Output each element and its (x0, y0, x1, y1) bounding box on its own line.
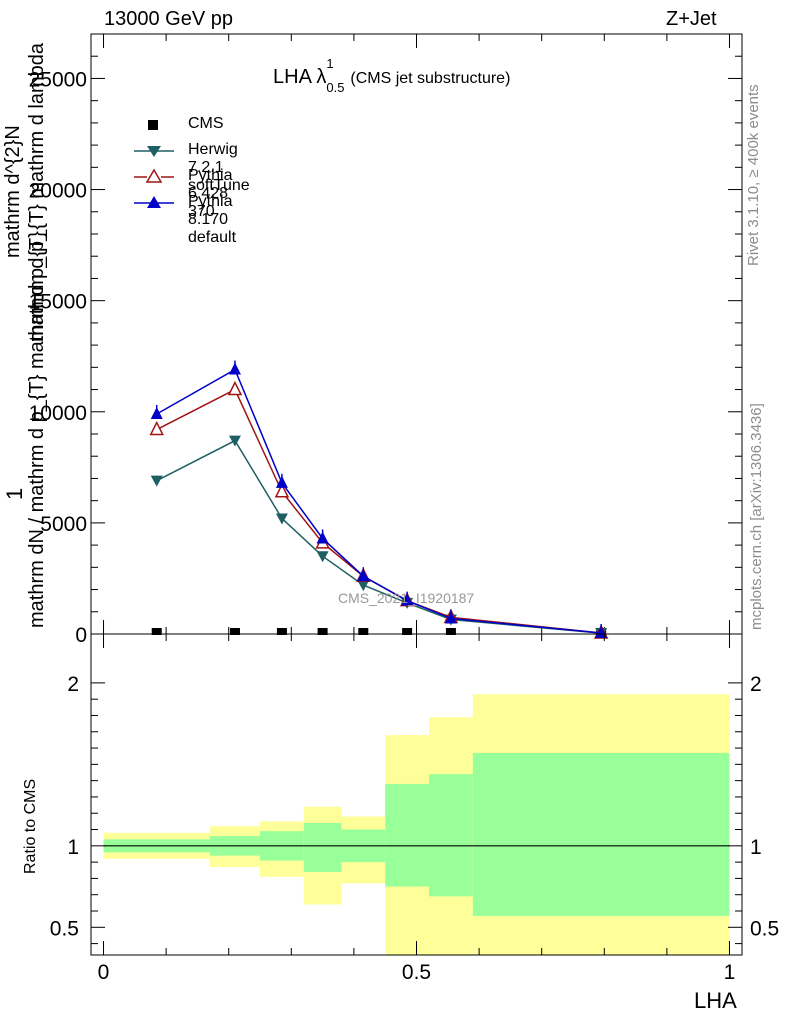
ratio-band-green-7 (472, 752, 730, 916)
legend-pythia8-label: Pythia 8.170 default (188, 193, 237, 246)
cms-data-point-1 (229, 628, 240, 635)
cms-data-point-2 (276, 628, 287, 635)
legend-cms-label: CMS (188, 115, 224, 132)
ratio-band-green-5 (385, 783, 430, 887)
main-ylabel-denominator-2: mathrm dN / mathrm d p_{T} mathrm d p_{T… (26, 231, 48, 628)
ratio-ytick-label-right: 0.5 (750, 917, 779, 940)
plot-title-note: (CMS jet substructure) (350, 70, 511, 87)
main-ytick-label: 25000 (29, 68, 87, 91)
main-ytick-label: 20000 (29, 180, 87, 203)
cms-data-point-3 (317, 628, 328, 635)
marker-pythia-8-170-default-0 (150, 407, 163, 419)
marker-pythia-6-428-370-1 (227, 380, 243, 396)
cms-data-point-5 (402, 628, 413, 635)
main-ylabel-one: 1 (2, 487, 27, 500)
marker-pythia-8-170-default-3 (316, 531, 329, 544)
main-ytick-label: 15000 (29, 291, 87, 314)
marker-herwig-7-2-1-softtune-0 (150, 475, 163, 487)
main-ytick-label: 10000 (29, 402, 87, 425)
marker-herwig-7-2-1-softtune-4 (357, 580, 370, 592)
x-tick-label: 1 (724, 961, 736, 984)
ratio-ytick-label-right: 1 (750, 836, 762, 859)
legend-cms-marker (148, 120, 158, 130)
marker-pythia-8-170-default-6 (444, 611, 457, 624)
x-tick-label: 0.5 (402, 961, 431, 984)
marker-pythia-8-170-default-4 (357, 569, 370, 582)
x-axis-label: LHA (694, 988, 737, 1013)
legend-pythia8-marker (147, 196, 161, 208)
legend-herwig-marker (147, 146, 161, 157)
marker-pythia-8-170-default-1 (228, 362, 241, 375)
ratio-ytick-label-left: 1 (67, 836, 79, 859)
marker-pythia-6-428-370-0 (149, 420, 164, 436)
series-line-pythia-6-428-370 (156, 388, 602, 634)
legend-herwig-label: Herwig 7.2.1 softTune (188, 141, 250, 194)
main-panel: 0 5000 10000 15000 20000 25000 (29, 33, 743, 647)
ratio-ytick-label-left: 2 (67, 673, 79, 696)
main-ytick-label: 0 (75, 624, 87, 647)
process-label: Z+Jet (666, 8, 717, 30)
cms-data-point-4 (358, 628, 369, 635)
legend-pythia6-label: Pythia 6.428 370 (188, 167, 233, 220)
cms-data-point-0 (151, 628, 162, 635)
series-line-herwig-7-2-1-softtune (156, 439, 602, 634)
analysis-id-watermark: CMS_2021_I1920187 (338, 590, 475, 606)
mcplots-label: mcplots.cern.ch [arXiv:1306.3436] (748, 403, 765, 630)
legend-pythia6-marker (145, 168, 163, 183)
ratio-band-green-6 (429, 774, 473, 897)
series-line-pythia-8-170-default (156, 368, 602, 634)
ratio-ytick-label-right: 2 (750, 673, 762, 696)
ratio-ytick-label-left: 0.5 (50, 917, 79, 940)
plot-title-main: LHA λ (273, 66, 327, 88)
marker-pythia-8-170-default-2 (275, 475, 288, 488)
marker-herwig-7-2-1-softtune-2 (275, 513, 288, 525)
plot-title: LHA λ 1 0.5 (CMS jet substructure) (273, 56, 511, 95)
marker-herwig-7-2-1-softtune-3 (316, 551, 329, 563)
marker-herwig-7-2-1-softtune-1 (228, 435, 241, 447)
ratio-ylabel: Ratio to CMS (22, 778, 39, 874)
x-tick-label: 0 (98, 961, 110, 984)
marker-pythia-8-170-default-5 (401, 593, 414, 606)
rivet-label: Rivet 3.1.10, ≥ 400k events (745, 84, 762, 266)
plot-title-sup: 1 (326, 56, 334, 71)
energy-label: 13000 GeV pp (104, 8, 233, 30)
marker-pythia-6-428-370-2 (274, 483, 290, 498)
ratio-panel: 0 0.5 1 0.5 0.5 1 1 2 2 (50, 633, 779, 984)
main-ytick-label: 5000 (40, 513, 87, 536)
main-ylabel-numerator: mathrm d^{2}N (2, 125, 24, 258)
ratio-band-green-3 (303, 823, 342, 872)
cms-data-point-6 (445, 628, 456, 635)
plot-title-sub: 0.5 (326, 80, 345, 95)
